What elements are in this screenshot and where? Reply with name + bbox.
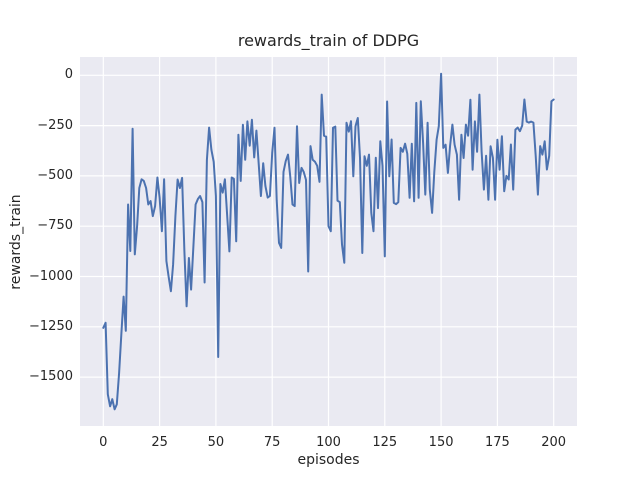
- x-tick-label: 50: [207, 435, 225, 450]
- y-tick-label: −1000: [29, 268, 73, 284]
- x-tick-label: 150: [428, 435, 454, 450]
- chart-title: rewards_train of DDPG: [237, 31, 420, 50]
- x-axis-label: episodes: [297, 452, 360, 468]
- y-tick-label: −750: [37, 218, 73, 234]
- y-tick-label: 0: [64, 67, 73, 83]
- x-tick-label: 200: [541, 435, 567, 450]
- x-tick-label: 75: [263, 435, 281, 450]
- x-tick-label: 125: [372, 435, 398, 450]
- x-tick-label: 0: [99, 435, 108, 450]
- y-axis-label: rewards_train: [8, 194, 24, 290]
- y-tick-label: −250: [37, 117, 73, 133]
- x-tick-label: 175: [484, 435, 510, 450]
- data-line: [102, 72, 555, 411]
- x-tick-label: 100: [316, 435, 341, 450]
- y-tick-label: −500: [37, 167, 73, 183]
- y-tick-label: −1250: [29, 318, 73, 334]
- x-tick-label: 25: [151, 435, 168, 450]
- y-tick-label: −1500: [29, 369, 73, 385]
